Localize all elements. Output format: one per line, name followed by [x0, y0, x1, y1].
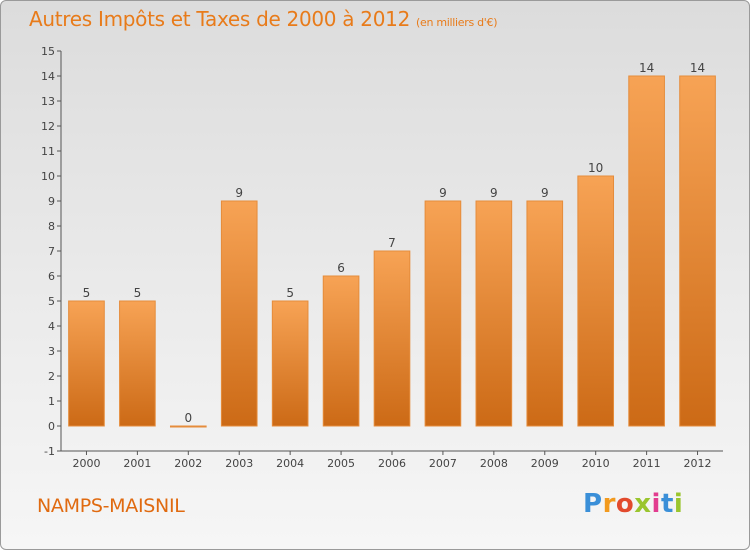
commune-name: NAMPS-MAISNIL — [37, 495, 185, 517]
data-label: 5 — [286, 286, 294, 300]
x-tick-label: 2011 — [633, 457, 661, 470]
x-tick-label: 2002 — [174, 457, 202, 470]
bars-group — [68, 75, 716, 428]
chart-title: Autres Impôts et Taxes de 2000 à 2012 (en… — [29, 7, 497, 31]
proxiti-logo: Proxiti — [583, 489, 683, 519]
logo-letter: x — [634, 489, 652, 519]
title-text: Autres Impôts et Taxes de 2000 à 2012 — [29, 7, 410, 31]
y-tick-label: 2 — [48, 370, 55, 383]
x-tick-label: 2012 — [684, 457, 712, 470]
bar-2006 — [373, 250, 411, 427]
x-tick-label: 2007 — [429, 457, 457, 470]
bar-2003 — [220, 200, 258, 427]
bar-2012 — [679, 75, 716, 427]
bar-2000 — [68, 300, 105, 427]
bar-2011 — [628, 75, 665, 427]
logo-letter: t — [660, 489, 674, 519]
y-tick-label: 0 — [48, 420, 55, 433]
x-axis: 2000 2001 2002 2003 2004 2005 2006 2007 2008 2009… — [61, 450, 723, 470]
logo-letter: r — [602, 489, 616, 519]
y-tick-label: 15 — [41, 45, 55, 58]
y-tick-label: 10 — [41, 170, 55, 183]
data-label: 0 — [184, 411, 192, 425]
y-tick-label: 13 — [41, 95, 55, 108]
data-label: 10 — [588, 161, 603, 175]
bar-2001 — [119, 300, 156, 427]
data-label: 9 — [490, 186, 498, 200]
logo-letter: o — [615, 489, 635, 519]
bar-2002 — [169, 425, 207, 428]
x-tick-label: 2004 — [276, 457, 304, 470]
data-label: 5 — [134, 286, 142, 300]
logo-letter: i — [651, 489, 661, 519]
x-tick-label: 2006 — [378, 457, 406, 470]
data-labels-group: 5 5 0 9 5 6 7 9 9 9 10 14 14 — [83, 61, 706, 425]
y-tick-label: 7 — [48, 245, 55, 258]
x-tick-label: 2001 — [123, 457, 151, 470]
data-label: 14 — [690, 61, 705, 75]
y-tick-label: 14 — [41, 70, 55, 83]
y-tick-label: 4 — [48, 320, 55, 333]
y-tick-label: 12 — [41, 120, 55, 133]
y-tick-label: 9 — [48, 195, 55, 208]
logo-letter: P — [583, 489, 603, 519]
bar-2005 — [322, 275, 360, 427]
x-tick-label: 2008 — [480, 457, 508, 470]
y-tick-label: 1 — [48, 395, 55, 408]
y-tick-label: -1 — [44, 445, 55, 458]
data-label: 14 — [639, 61, 654, 75]
data-label: 7 — [388, 236, 396, 250]
x-tick-label: 2005 — [327, 457, 355, 470]
y-tick-label: 6 — [48, 270, 55, 283]
unit-label: (en milliers d'€) — [416, 16, 498, 29]
bar-2009 — [526, 200, 564, 427]
data-label: 9 — [439, 186, 447, 200]
bar-2007 — [424, 200, 462, 427]
bar-2010 — [577, 175, 615, 427]
y-tick-label: 5 — [48, 295, 55, 308]
x-tick-label: 2010 — [582, 457, 610, 470]
x-tick-label: 2000 — [72, 457, 100, 470]
data-label: 9 — [541, 186, 549, 200]
bar-2008 — [475, 200, 513, 427]
y-tick-label: 3 — [48, 345, 55, 358]
logo-letter: i — [673, 489, 684, 519]
data-label: 5 — [83, 286, 91, 300]
x-tick-label: 2003 — [225, 457, 253, 470]
data-label: 9 — [235, 186, 243, 200]
y-tick-label: 8 — [48, 220, 55, 233]
x-tick-label: 2009 — [531, 457, 559, 470]
bar-2004 — [271, 300, 309, 427]
y-tick-label: 11 — [41, 145, 55, 158]
data-label: 6 — [337, 261, 345, 275]
